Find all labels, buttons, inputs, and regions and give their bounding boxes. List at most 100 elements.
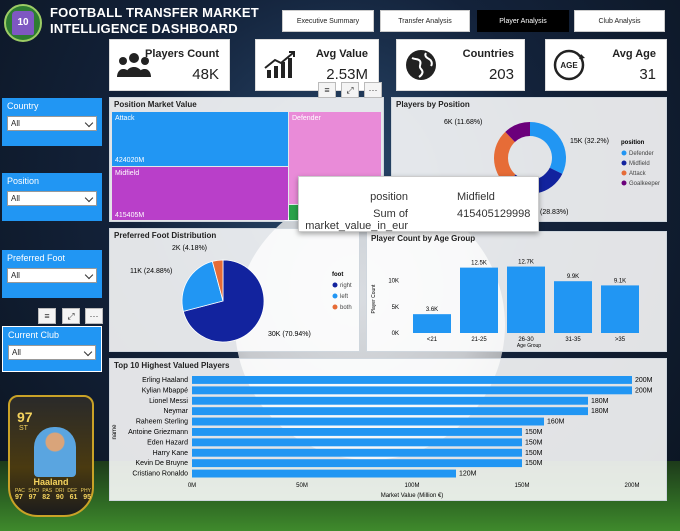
data-label: (28.83%) — [540, 209, 568, 216]
kpi-value: 48K — [192, 66, 219, 83]
y-tick-label: Lionel Messi — [149, 398, 188, 405]
filter-icon[interactable]: ≡ — [318, 82, 336, 98]
stat-label: PHY — [80, 488, 91, 494]
kpi-value: 2.53M — [326, 66, 368, 83]
tab-player-analysis[interactable]: Player Analysis — [477, 10, 569, 32]
stat-value: 97 — [28, 494, 37, 501]
data-label: 150M — [525, 429, 543, 436]
panel-top-players: Top 10 Highest Valued Players Erling Haa… — [109, 358, 667, 501]
data-label: 12.5K — [471, 261, 487, 267]
data-label: 180M — [591, 408, 609, 415]
pie-slice — [181, 260, 224, 312]
x-tick-label: 0M — [188, 483, 196, 489]
bar — [554, 281, 592, 333]
data-label: 200M — [635, 387, 653, 394]
treemap-tile-midfield — [112, 167, 288, 220]
x-tick-label: <21 — [427, 337, 438, 343]
x-tick-label: 150M — [514, 483, 529, 489]
data-label: 6K (11.68%) — [444, 119, 482, 126]
pie-slice — [211, 259, 224, 302]
globe-icon — [401, 45, 441, 85]
data-label: 150M — [525, 460, 543, 467]
legend-label: Goalkeeper — [629, 181, 660, 187]
treemap-tile-value: 415405M — [115, 212, 144, 219]
horizontal-bar-chart: Erling Haaland 200M Kylian Mbappé 200M Lione… — [112, 376, 653, 499]
stat-label: DRI — [55, 488, 65, 494]
stat-value: 97 — [15, 494, 23, 501]
player-rating: 97 — [17, 409, 33, 425]
data-label: 200M — [635, 377, 653, 384]
bar — [192, 428, 522, 436]
more-options-icon[interactable]: ··· — [85, 308, 103, 324]
treemap-tile-label: Attack — [115, 115, 135, 122]
bar — [460, 267, 498, 333]
data-label: 9.1K — [614, 278, 626, 284]
focus-mode-icon[interactable]: ⤢ — [62, 308, 80, 324]
data-label: 150M — [525, 439, 543, 446]
bar — [192, 469, 456, 478]
legend-title: foot — [332, 272, 343, 278]
focus-mode-icon[interactable]: ⤢ — [341, 82, 359, 98]
y-tick-label: Cristiano Ronaldo — [132, 471, 188, 478]
bar — [192, 448, 522, 457]
data-label: 30K (70.94%) — [268, 331, 311, 338]
tab-club-analysis[interactable]: Club Analysis — [574, 10, 665, 32]
kpi-label: Players Count — [145, 48, 219, 60]
player-card: 97 ST Haaland PAC SHO PAS DRI DEF PHY 97 97 82 9… — [8, 395, 94, 517]
tooltip-value: 415405129998 — [457, 208, 531, 220]
tooltip-key: Sum of market_value_in_eur — [305, 208, 408, 232]
x-axis-label: Market Value (Million €) — [381, 493, 444, 499]
slicer-label: Preferred Foot — [7, 253, 66, 263]
player-photo — [34, 427, 76, 477]
current-club-dropdown[interactable]: All — [8, 345, 96, 360]
tooltip-key: position — [370, 191, 408, 203]
stat-value: 82 — [42, 494, 51, 501]
x-axis-label: Age Group — [517, 343, 541, 349]
x-tick-label: 50M — [296, 483, 308, 489]
legend-swatch — [621, 180, 627, 186]
kpi-players-count: Players Count 48K — [109, 39, 230, 91]
stat-label: SHO — [28, 488, 40, 494]
legend-swatch — [332, 293, 338, 299]
position-dropdown[interactable]: All — [7, 191, 97, 206]
legend-label: left — [340, 294, 348, 300]
x-tick-label: 200M — [624, 483, 639, 489]
stat-label: DEF — [67, 488, 78, 494]
donut-slice — [494, 131, 516, 185]
y-axis-label: Player Count — [371, 284, 377, 314]
preferred-foot-dropdown[interactable]: All — [7, 268, 97, 283]
legend-swatch — [621, 170, 627, 176]
y-tick-label: Erling Haaland — [142, 377, 188, 384]
x-tick-label: 21-25 — [471, 337, 487, 343]
filter-icon[interactable]: ≡ — [38, 308, 56, 324]
slicer-preferred-foot: Preferred Foot All — [2, 250, 102, 298]
kpi-value: 31 — [639, 66, 656, 83]
legend-swatch — [621, 150, 627, 156]
data-label: 150M — [525, 450, 543, 457]
bar — [413, 314, 451, 333]
treemap-tile-value: 424020M — [115, 157, 144, 164]
dashboard-title: FOOTBALL TRANSFER MARKET INTELLIGENCE DA… — [50, 5, 259, 36]
slicer-label: Country — [7, 101, 39, 111]
data-label: 3.6K — [426, 307, 438, 313]
data-label: 120M — [459, 471, 477, 478]
data-label: 15K (32.2%) — [570, 138, 609, 145]
donut-slice — [530, 122, 566, 174]
y-tick-label: Harry Kane — [153, 450, 189, 457]
legend-label: Midfield — [629, 161, 650, 167]
data-label: 11K (24.88%) — [130, 268, 172, 275]
country-dropdown[interactable]: All — [7, 116, 97, 131]
treemap-tile-label: Defender — [292, 115, 321, 122]
y-axis-label: name — [112, 424, 118, 440]
y-tick-label: Raheem Sterling — [136, 419, 188, 426]
y-tick-label: Kylian Mbappé — [142, 387, 188, 394]
slicer-current-club: Current Club All — [2, 326, 102, 372]
data-label: 180M — [591, 398, 609, 405]
tab-transfer-analysis[interactable]: Transfer Analysis — [380, 10, 470, 32]
pie-chart: 30K (70.94%) 11K (24.88%) 2K (4.18%) foot ri… — [130, 245, 352, 343]
more-options-icon[interactable]: ··· — [364, 82, 382, 98]
slicer-country: Country All — [2, 98, 102, 146]
kpi-avg-value: Avg Value 2.53M — [255, 39, 379, 91]
legend-label: Attack — [629, 171, 647, 177]
tab-executive-summary[interactable]: Executive Summary — [282, 10, 374, 32]
